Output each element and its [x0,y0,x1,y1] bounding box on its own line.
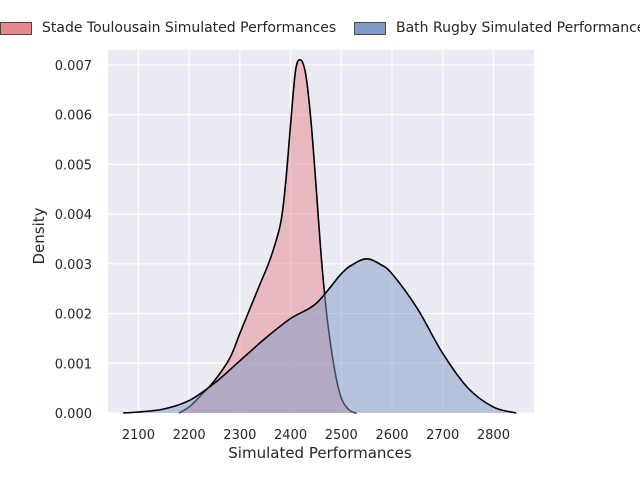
y-tick-label: 0.003 [55,258,92,273]
x-tick-label: 2600 [375,428,408,443]
density-curve-bath-rugby [123,258,517,414]
y-tick-labels: 0.000 0.001 0.002 0.003 0.004 0.005 0.006 0.007 [55,59,92,422]
x-tick-label: 2300 [223,428,256,443]
x-tick-label: 2200 [173,428,206,443]
y-tick-label: 0.007 [55,59,92,74]
y-tick-label: 0.000 [55,407,92,422]
y-tick-label: 0.002 [55,308,92,323]
x-tick-label: 2500 [325,428,358,443]
legend-item-stade-toulousain: Stade Toulousain Simulated Performances [0,20,336,36]
legend-item-bath-rugby: Bath Rugby Simulated Performances [354,20,640,36]
x-axis-label: Simulated Performances [228,444,412,462]
y-tick-label: 0.004 [55,208,92,223]
legend-swatch-stade-toulousain [0,21,32,35]
density-area-bath-rugby [123,258,517,413]
legend: Stade Toulousain Simulated Performances … [0,20,640,42]
x-tick-label: 2700 [426,428,459,443]
x-tick-labels: 2100 2200 2300 2400 2500 2600 2700 2800 [122,428,510,443]
x-tick-label: 2800 [477,428,510,443]
density-areas [123,58,517,414]
y-tick-label: 0.005 [55,158,92,173]
legend-swatch-bath-rugby [354,21,386,35]
x-tick-label: 2100 [122,428,155,443]
y-tick-label: 0.006 [55,109,92,124]
legend-label-stade-toulousain: Stade Toulousain Simulated Performances [42,20,337,36]
x-tick-label: 2400 [274,428,307,443]
y-axis-label: Density [30,207,48,264]
legend-label-bath-rugby: Bath Rugby Simulated Performances [396,20,640,36]
y-tick-label: 0.001 [55,357,92,372]
